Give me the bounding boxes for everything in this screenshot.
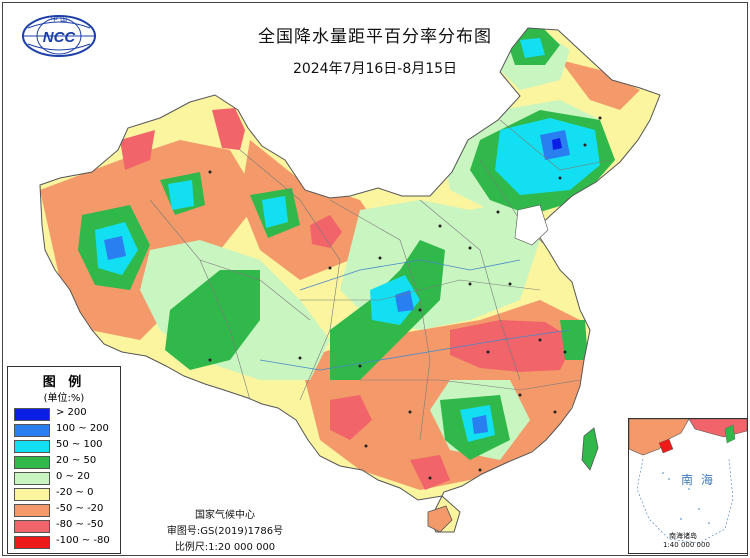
hainan-island (427, 505, 453, 533)
legend-unit: (单位:%) (43, 393, 85, 404)
legend-label: 50 ~ 100 (56, 439, 103, 450)
bohai-sea (514, 204, 549, 246)
legend-swatch (14, 488, 50, 501)
legend-item: 50 ~ 100 (14, 439, 118, 453)
rivers (259, 259, 571, 371)
anomaly-fill (40, 28, 660, 532)
legend-label: -20 ~ 0 (56, 487, 94, 498)
legend-swatch (14, 520, 50, 533)
logo-arc-text: 中 国 (51, 14, 67, 23)
inset-map (629, 419, 747, 544)
city-markers (208, 116, 602, 480)
taiwan-island (581, 427, 599, 471)
legend-item: 20 ~ 50 (14, 455, 118, 469)
legend-label: 0 ~ 20 (56, 471, 90, 482)
legend-label: -80 ~ -50 (56, 519, 104, 530)
map-subtitle: 2024年7月16日-8月15日 (292, 61, 458, 77)
legend-swatch (14, 408, 50, 421)
legend-item: > 200 (14, 407, 118, 421)
legend-item: 100 ~ 200 (14, 423, 118, 437)
legend-swatch (14, 472, 50, 485)
legend-item: -80 ~ -50 (14, 519, 118, 533)
logo-text: NCC (43, 29, 77, 46)
legend-item: 0 ~ 20 (14, 471, 118, 485)
legend-swatch (14, 504, 50, 517)
legend-swatch (14, 536, 50, 549)
legend-label: -50 ~ -20 (56, 503, 104, 514)
inset-scale: 1:40 000 000 (663, 541, 710, 549)
credit-approval: 审图号:GS(2019)1786号 (166, 526, 284, 537)
legend-item: -20 ~ 0 (14, 487, 118, 501)
credit-scale: 比例尺:1:20 000 000 (174, 542, 276, 553)
legend-swatch (14, 456, 50, 469)
china-outline (39, 27, 661, 533)
legend-swatch (14, 440, 50, 453)
ncc-logo: NCC 中 国 (22, 14, 96, 57)
legend: 图 例 (单位:%) > 200 100 ~ 200 50 ~ 100 20 ~ 50… (7, 366, 121, 554)
credit-agency: 国家气候中心 (195, 510, 255, 521)
legend-label: -100 ~ -80 (56, 535, 110, 546)
legend-label: > 200 (56, 407, 87, 418)
legend-swatch (14, 424, 50, 437)
legend-title: 图 例 (42, 375, 86, 390)
legend-item: -100 ~ -80 (14, 535, 118, 549)
inset-caption: 南海诸岛 (669, 532, 697, 540)
legend-label: 100 ~ 200 (56, 423, 109, 434)
province-boundaries (149, 119, 611, 441)
south-china-sea-label: 南海 (681, 473, 722, 487)
legend-item: -50 ~ -20 (14, 503, 118, 517)
map-title: 全国降水量距平百分率分布图 (258, 27, 492, 47)
south-china-sea-inset: 南海 南海诸岛 1:40 000 000 (628, 418, 748, 554)
legend-label: 20 ~ 50 (56, 455, 97, 466)
